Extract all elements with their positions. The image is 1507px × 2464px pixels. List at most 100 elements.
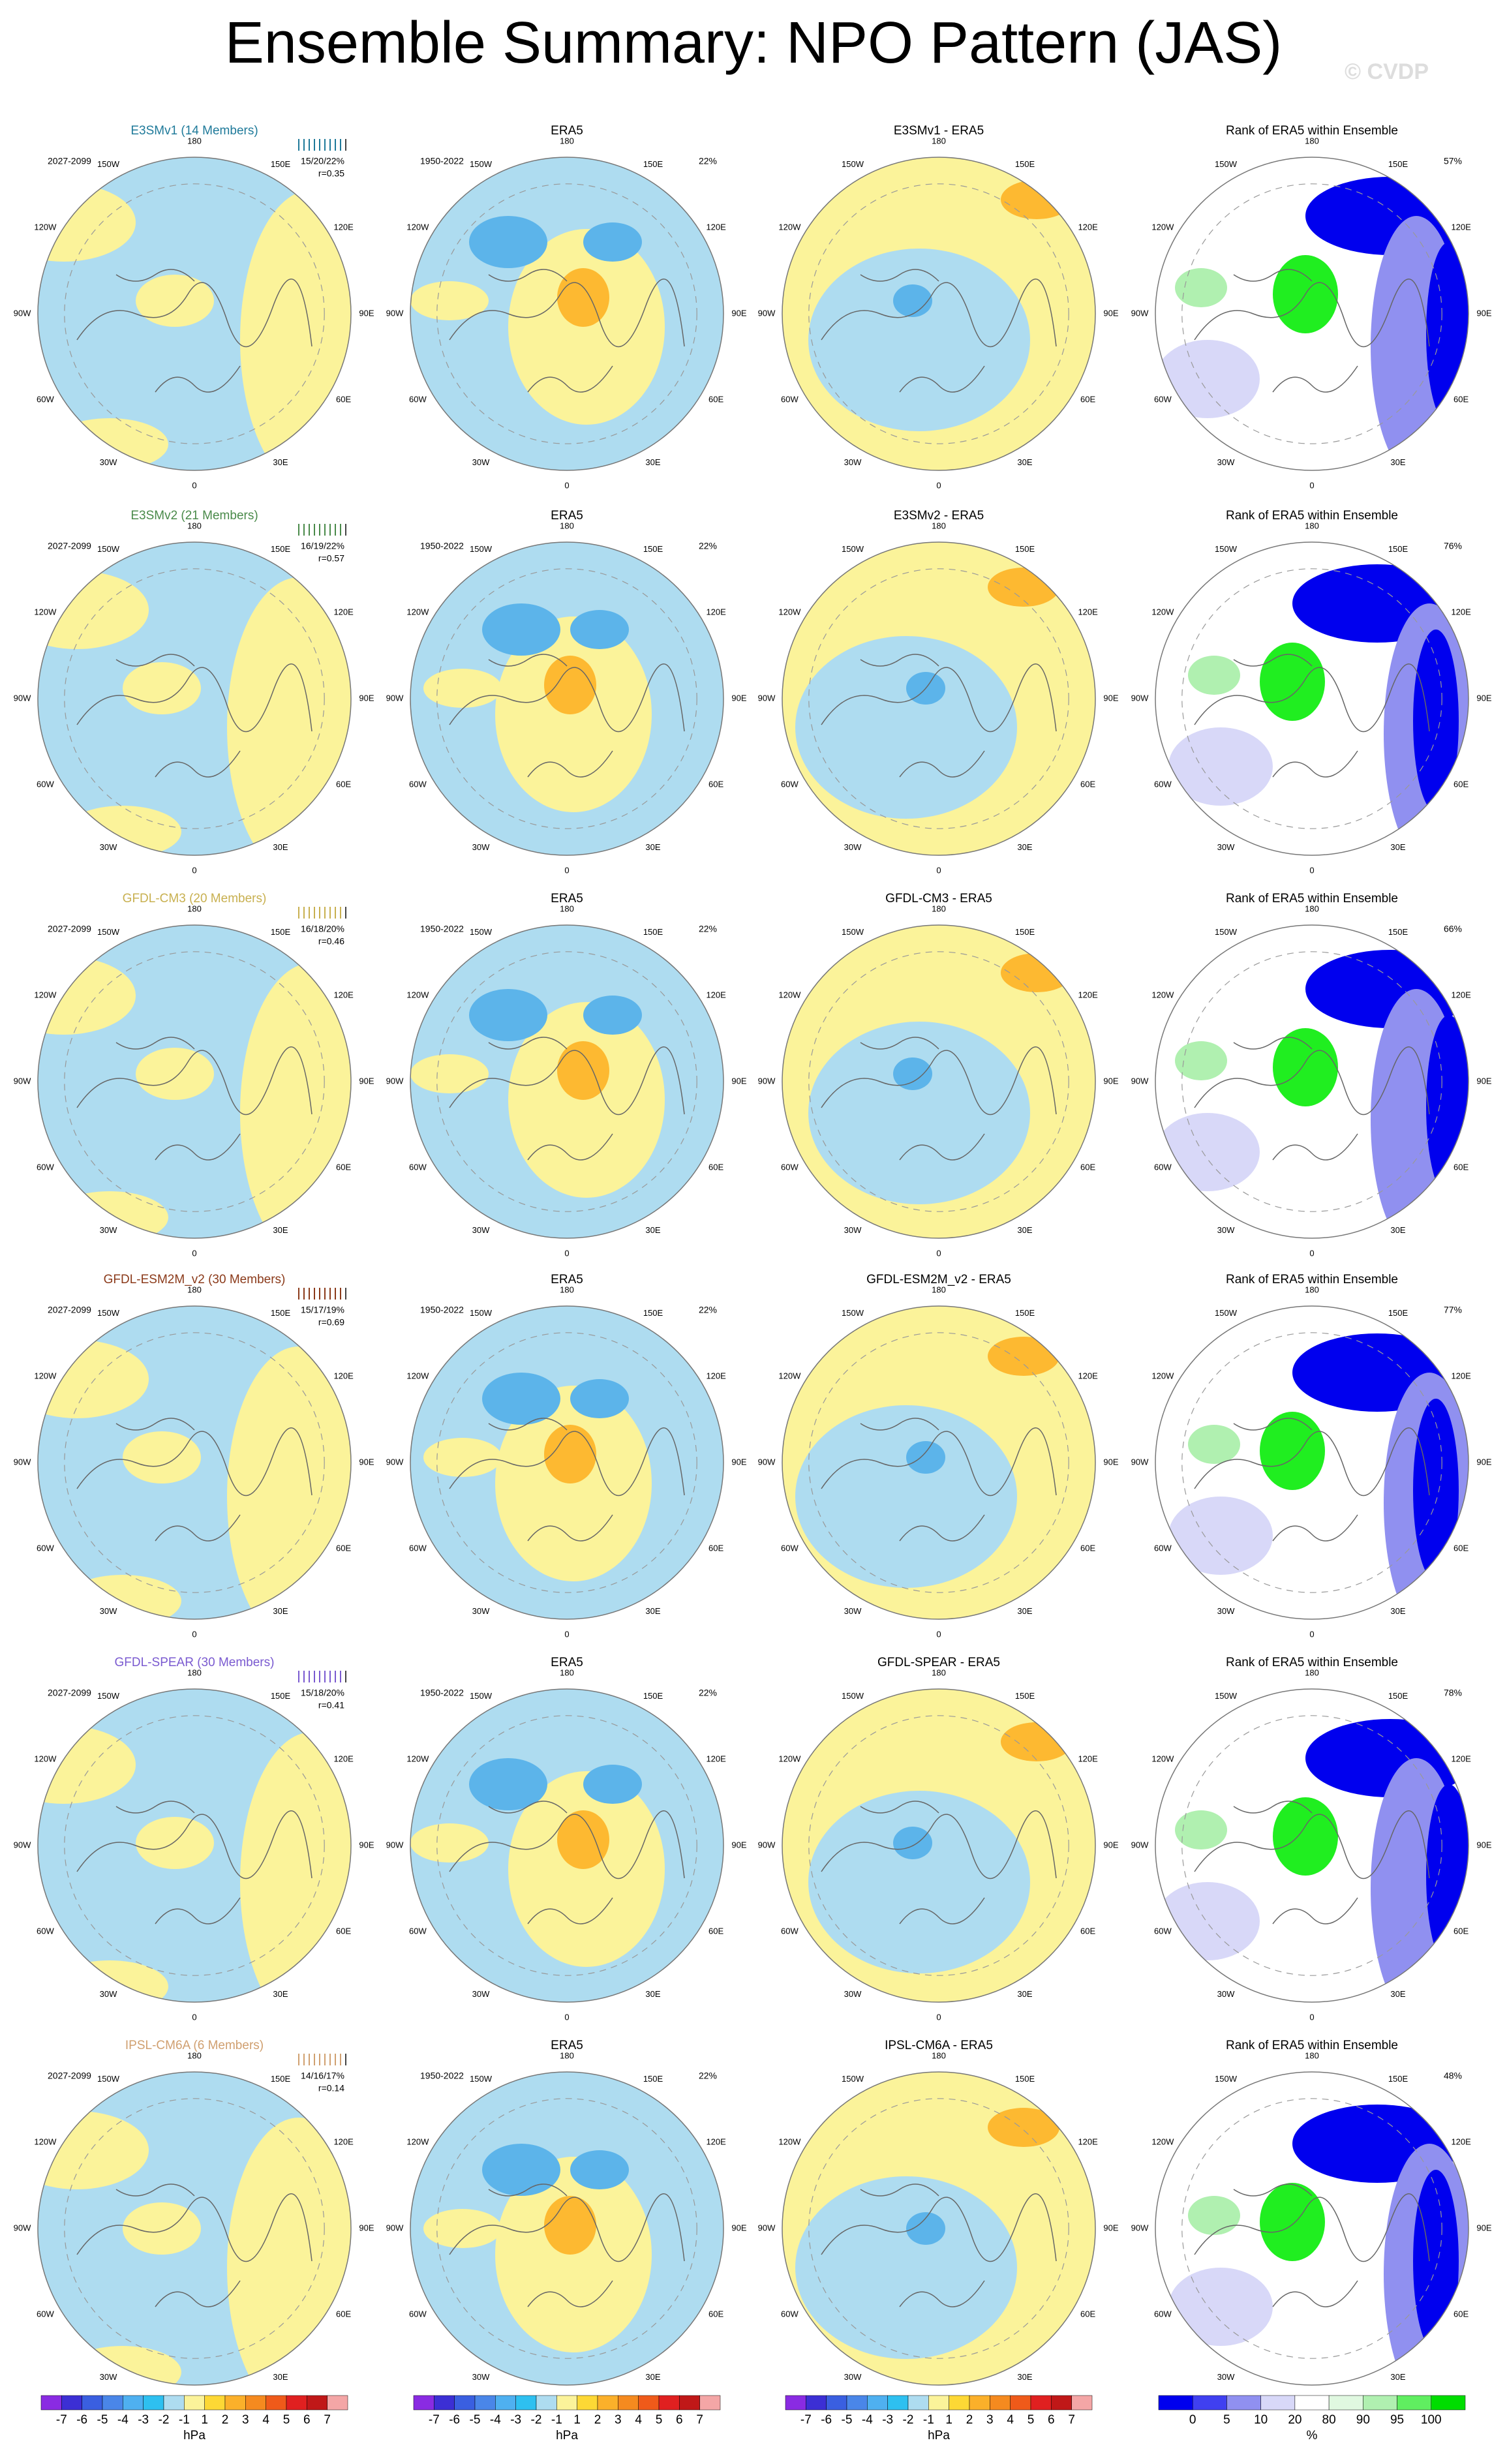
colorbar-label: 2 (966, 2413, 973, 2427)
longitude-label: 120E (333, 607, 354, 616)
longitude-label: 90W (1131, 308, 1149, 318)
map-field (893, 1827, 932, 1859)
map-field (570, 2150, 629, 2189)
longitude-label: 90E (1476, 1840, 1491, 1849)
map-field (1260, 643, 1325, 721)
map-outline (410, 541, 724, 856)
longitude-label: 90E (1103, 1840, 1118, 1849)
colorbar-label: -3 (510, 2413, 521, 2427)
longitude-label: 150E (271, 544, 291, 554)
map-field (136, 1048, 214, 1100)
longitude-label: 30E (273, 1606, 288, 1616)
longitude-label: 120W (1151, 1371, 1174, 1380)
longitude-label: 90E (359, 2223, 374, 2232)
map-field (1168, 727, 1273, 806)
map-panel (1155, 1306, 1469, 1619)
coastline (449, 1801, 685, 1924)
map-outline (37, 2071, 352, 2386)
map-field (583, 222, 642, 262)
longitude-label: 30W (472, 842, 490, 852)
map-outline (410, 1688, 724, 2003)
longitude-label: 90W (758, 693, 776, 703)
longitude-label: 120E (1078, 990, 1098, 999)
coastline (821, 1418, 1057, 1542)
panel-title: Rank of ERA5 within Ensemble (1226, 509, 1398, 523)
longitude-label: 30W (100, 842, 117, 852)
longitude-label: 90W (386, 1840, 404, 1849)
longitude-label: 180 (932, 904, 946, 913)
longitude-label: 60E (1454, 1162, 1469, 1172)
longitude-label: 150E (1388, 1691, 1408, 1701)
map-field (482, 2144, 560, 2196)
map-outline (37, 541, 352, 856)
panel-period: 1950-2022 (420, 1305, 464, 1315)
map-panel (1155, 2072, 1469, 2385)
colorbar-box (1030, 2395, 1052, 2411)
longitude-label: 120E (1078, 2137, 1098, 2146)
longitude-label: 30E (1390, 2372, 1405, 2382)
map-field (495, 616, 652, 812)
longitude-label: 120E (1078, 1754, 1098, 1763)
panel-title: ERA5 (551, 2039, 583, 2052)
longitude-label: 60W (37, 1926, 54, 1936)
map-panel (782, 1306, 1095, 1619)
longitude-label: 90W (14, 1076, 31, 1086)
map-field (893, 1057, 932, 1090)
longitude-label: 90W (386, 2223, 404, 2232)
panel-title: GFDL-ESM2M_v2 - ERA5 (866, 1273, 1011, 1286)
longitude-label: 90W (1131, 1457, 1149, 1467)
map-field (64, 806, 181, 855)
colorbar-box (597, 2395, 618, 2411)
map-field (508, 229, 665, 425)
colorbar-box (1192, 2395, 1227, 2411)
colorbar-unit: hPa (556, 2429, 578, 2442)
colorbar-label: 1 (573, 2413, 581, 2427)
latitude-circle (808, 2098, 1069, 2359)
map-field (227, 2118, 351, 2385)
colorbar-box (245, 2395, 266, 2411)
colorbar-label: 2 (222, 2413, 229, 2427)
panel-correlation: r=0.41 (318, 1700, 344, 1711)
longitude-label: 0 (192, 2012, 196, 2022)
coastline (1194, 1418, 1430, 1542)
longitude-label: 60W (1154, 1543, 1172, 1553)
longitude-label: 120W (778, 990, 801, 999)
coastline (1194, 2183, 1430, 2307)
colorbar-box (224, 2395, 246, 2411)
longitude-label: 180 (932, 136, 946, 145)
longitude-label: 30W (100, 2372, 117, 2382)
longitude-label: 150W (97, 1691, 120, 1701)
map-field (906, 1441, 945, 1474)
panel-title: ERA5 (551, 124, 583, 138)
longitude-label: 150W (97, 1308, 120, 1318)
longitude-label: 90E (1103, 693, 1118, 703)
longitude-label: 90W (758, 1457, 776, 1467)
colorbar-label: 1 (945, 2413, 952, 2427)
latitude-circle (64, 2098, 325, 2359)
colorbar-box (184, 2395, 205, 2411)
map-panel (1155, 542, 1469, 855)
panel-correlation: r=0.57 (318, 553, 344, 564)
latitude-circle (808, 183, 1069, 444)
longitude-label: 90W (758, 1840, 776, 1849)
longitude-label: 90E (731, 1840, 746, 1849)
map-outline (1155, 541, 1469, 856)
longitude-label: 60W (409, 1162, 427, 1172)
longitude-label: 30W (472, 457, 490, 467)
longitude-label: 180 (932, 1285, 946, 1294)
longitude-label: 120E (1451, 990, 1471, 999)
coastline (1194, 1801, 1430, 1924)
longitude-label: 150W (470, 2074, 493, 2084)
longitude-label: 180 (932, 521, 946, 530)
longitude-label: 150W (842, 544, 864, 554)
longitude-label: 90E (731, 2223, 746, 2232)
latitude-circle (1181, 1715, 1442, 1976)
colorbar-label: 10 (1254, 2413, 1268, 2427)
colorbar-label: 5 (283, 2413, 290, 2427)
colorbar-box (785, 2395, 806, 2411)
longitude-label: 60W (1154, 2309, 1172, 2319)
colorbar-label: 4 (262, 2413, 269, 2427)
longitude-label: 120E (706, 2137, 726, 2146)
longitude-label: 60W (37, 779, 54, 789)
map-field (123, 662, 201, 714)
